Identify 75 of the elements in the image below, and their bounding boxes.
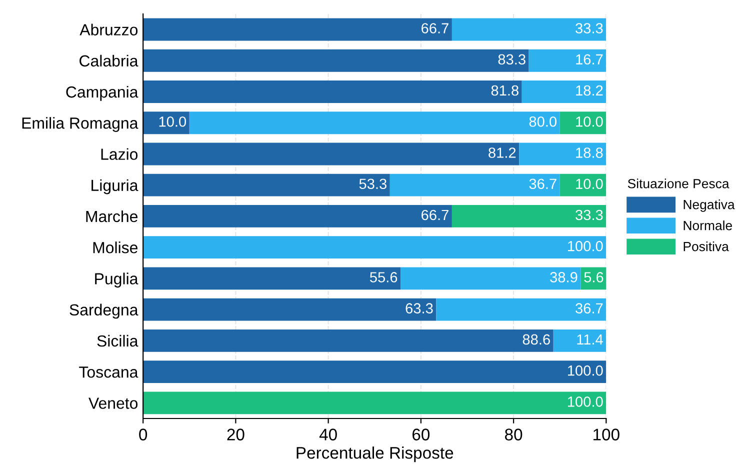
data-label: 18.8 (576, 148, 603, 158)
x-axis-title: Percentuale Risposte (296, 446, 454, 462)
data-label: 33.3 (576, 210, 603, 220)
bar (560, 112, 606, 134)
bar (189, 112, 560, 134)
bar (143, 298, 436, 321)
legend-label: Positiva (684, 242, 729, 252)
x-tick-label: 80 (505, 428, 522, 440)
bar (452, 18, 606, 41)
data-label: 53.3 (359, 178, 386, 190)
data-label: 36.7 (529, 178, 556, 190)
x-tick-label: 20 (227, 428, 244, 440)
data-label: 38.9 (550, 272, 578, 282)
bar (143, 112, 190, 134)
y-tick-label: Sardegna (70, 304, 138, 319)
data-label: 5.6 (584, 272, 604, 282)
bar (143, 205, 452, 228)
bar (143, 392, 606, 414)
y-tick-label: Marche (86, 210, 138, 222)
bar (553, 330, 606, 352)
y-tick-label: Calabria (80, 54, 138, 67)
y-tick-label: Veneto (88, 398, 138, 409)
data-label: 10.0 (159, 116, 186, 127)
legend-label: Normale (684, 220, 732, 230)
bar (452, 205, 606, 228)
y-tick-label: Emilia Romagna (22, 117, 138, 132)
bar (400, 267, 581, 290)
bar (528, 49, 606, 72)
data-label: 11.4 (577, 334, 603, 344)
bar (560, 174, 606, 196)
y-tick-label: Puglia (95, 272, 138, 288)
bar (143, 236, 606, 259)
bar (522, 80, 606, 103)
legend-title: Situazione Pesca (628, 178, 730, 188)
data-label: 66.7 (422, 210, 448, 220)
data-label: 10.0 (576, 116, 603, 127)
data-label: 66.7 (422, 23, 448, 34)
data-label: 36.7 (576, 303, 603, 314)
data-label: 83.3 (498, 54, 526, 65)
bar (143, 360, 606, 384)
bar (436, 298, 606, 321)
bar (143, 142, 520, 166)
data-label: 16.7 (576, 54, 603, 65)
bar (143, 267, 401, 290)
data-label: 18.2 (576, 85, 603, 96)
y-tick-label: Molise (93, 242, 138, 254)
y-tick-label: Abruzzo (80, 24, 138, 36)
data-label: 81.8 (491, 85, 518, 96)
bar (390, 174, 560, 196)
y-tick-label: Sicilia (97, 334, 138, 347)
bar (143, 174, 390, 196)
data-label: 80.0 (529, 116, 557, 127)
bar (519, 142, 606, 166)
x-tick-label: 0 (139, 428, 148, 440)
data-label: 100.0 (568, 396, 603, 407)
x-tick-label: 100 (594, 428, 620, 440)
y-tick-label: Campania (66, 86, 138, 101)
legend-label: Negativa (684, 200, 735, 212)
y-tick-label: Lazio (101, 148, 138, 160)
x-tick-label: 40 (319, 428, 337, 440)
data-label: 88.6 (522, 334, 550, 345)
data-label: 100.0 (568, 365, 603, 376)
bar (143, 330, 554, 352)
bar (143, 18, 452, 41)
x-tick-label: 60 (412, 428, 430, 440)
data-label: 63.3 (406, 303, 433, 314)
bar (143, 80, 522, 103)
y-tick-label: Toscana (79, 366, 138, 378)
y-tick-label: Liguria (92, 179, 138, 194)
data-label: 55.6 (370, 272, 398, 282)
data-label: 81.2 (488, 148, 516, 158)
data-label: 33.3 (576, 23, 603, 34)
data-label: 100.0 (568, 240, 603, 252)
data-label: 10.0 (576, 178, 603, 190)
bar (143, 49, 529, 72)
